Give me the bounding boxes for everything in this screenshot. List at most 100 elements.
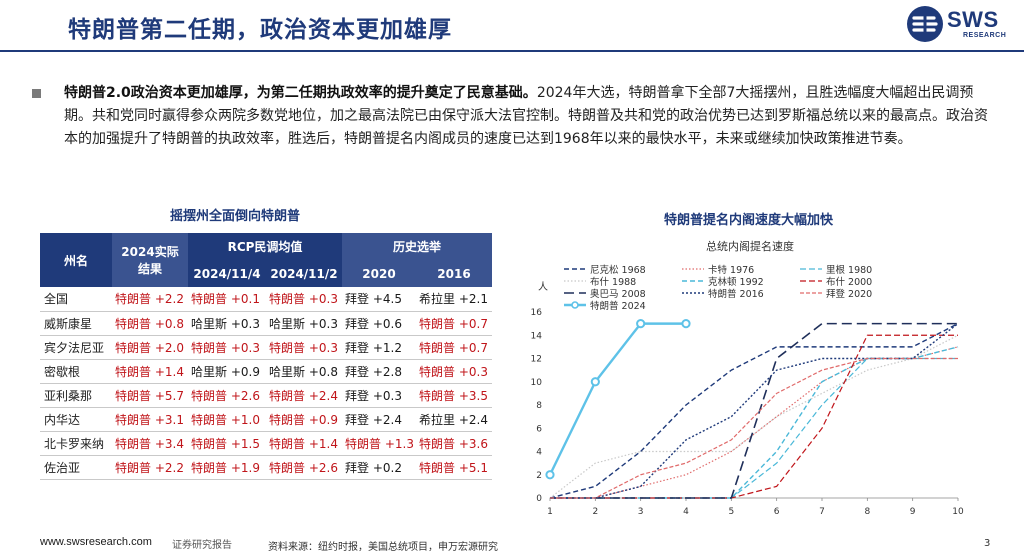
- table-row: 全国 特朗普 +2.2 特朗普 +0.1 特朗普 +0.3 拜登 +4.5 希拉里 +2.…: [40, 287, 492, 312]
- title-bar: 特朗普第二任期，政治资本更加雄厚 SWS RESEARCH: [0, 0, 1024, 52]
- cell-r2: 特朗普 +1.4: [266, 431, 342, 456]
- cell-state: 宾夕法尼亚: [40, 335, 112, 360]
- legend-label: 尼克松 1968: [590, 264, 646, 276]
- cell-h20: 拜登 +0.2: [342, 455, 416, 480]
- cell-r1: 特朗普 +1.0: [188, 407, 266, 432]
- table-row: 佐治亚 特朗普 +2.2 特朗普 +1.9 特朗普 +2.6 拜登 +0.2 特朗普 +5…: [40, 455, 492, 480]
- cell-result: 特朗普 +3.1: [112, 407, 188, 432]
- cell-h16: 希拉里 +2.4: [416, 407, 492, 432]
- cell-h20: 拜登 +0.3: [342, 383, 416, 408]
- table-header-row-1: 州名 2024实际 结果 RCP民调均值 历史选举: [40, 233, 492, 287]
- y-tick-label: 10: [531, 378, 543, 388]
- cell-r1: 特朗普 +1.9: [188, 455, 266, 480]
- legend-label: 里根 1980: [826, 264, 872, 276]
- series-line: [549, 323, 959, 499]
- cell-r1: 特朗普 +0.3: [188, 335, 266, 360]
- x-tick-label: 7: [819, 507, 825, 517]
- x-tick-label: 9: [910, 507, 916, 517]
- cell-h20: 拜登 +1.2: [342, 335, 416, 360]
- cell-r1: 特朗普 +2.6: [188, 383, 266, 408]
- header-hist-2016: 2016: [416, 260, 492, 287]
- page-number: 3: [984, 538, 991, 549]
- swing-state-table: 州名 2024实际 结果 RCP民调均值 历史选举 2024/11/4 2024/…: [40, 233, 492, 480]
- cell-r1: 哈里斯 +0.3: [188, 311, 266, 336]
- cell-r1: 特朗普 +1.5: [188, 431, 266, 456]
- cell-state: 佐治亚: [40, 455, 112, 480]
- logo-name: SWS: [947, 7, 999, 32]
- page-title: 特朗普第二任期，政治资本更加雄厚: [68, 16, 452, 43]
- cell-r2: 特朗普 +0.3: [266, 287, 342, 312]
- x-tick-label: 5: [728, 507, 734, 517]
- table-row: 亚利桑那 特朗普 +5.7 特朗普 +2.6 特朗普 +2.4 拜登 +0.3 特朗普 +…: [40, 383, 492, 408]
- header-result: 2024实际 结果: [112, 233, 188, 287]
- cell-result: 特朗普 +2.2: [112, 455, 188, 480]
- chart-title: 特朗普提名内阁速度大幅加快: [664, 213, 834, 228]
- series-line: [550, 357, 958, 499]
- chart-subtitle: 总统内阁提名速度: [706, 239, 794, 253]
- cell-h16: 特朗普 +3.6: [416, 431, 492, 456]
- cell-h16: 特朗普 +0.7: [416, 311, 492, 336]
- footer-url[interactable]: www.swsresearch.com: [40, 536, 152, 548]
- cell-r2: 特朗普 +2.4: [266, 383, 342, 408]
- legend-label: 奥巴马 2008: [590, 288, 646, 300]
- cell-state: 内华达: [40, 407, 112, 432]
- y-tick-label: 0: [536, 494, 542, 504]
- series-point: [590, 377, 600, 387]
- series-point: [636, 319, 646, 329]
- cell-h16: 特朗普 +0.3: [416, 359, 492, 384]
- x-tick-label: 8: [864, 507, 870, 517]
- cell-state: 北卡罗来纳: [40, 431, 112, 456]
- intro-body: 2024年大选，特朗普拿下全部7大摇摆州，且胜选幅度大幅超出民调预期。共和党同时…: [64, 85, 988, 147]
- intro-paragraph: 特朗普2.0政治资本更加雄厚，为第二任期执政效率的提升奠定了民意基础。2024年…: [64, 82, 994, 151]
- bullet-square-icon: [32, 89, 41, 98]
- cell-result: 特朗普 +1.4: [112, 359, 188, 384]
- footer-source: 资料来源：纽约时报，美国总统项目，申万宏源研究: [268, 542, 498, 553]
- footer-report-label: 证券研究报告: [172, 540, 232, 551]
- table-row: 密歇根 特朗普 +1.4 哈里斯 +0.9 哈里斯 +0.8 拜登 +2.8 特朗普 +0…: [40, 359, 492, 384]
- intro-bold: 特朗普2.0政治资本更加雄厚，为第二任期执政效率的提升奠定了民意基础。: [64, 85, 537, 101]
- cell-state: 威斯康星: [40, 311, 112, 336]
- series-point: [681, 319, 691, 329]
- cell-result: 特朗普 +2.2: [112, 287, 188, 312]
- header-state: 州名: [40, 233, 112, 287]
- x-tick-label: 6: [774, 507, 780, 517]
- header-rcp-date2: 2024/11/2: [266, 260, 342, 287]
- title-divider: [0, 50, 1024, 52]
- y-tick-label: 6: [536, 424, 542, 434]
- x-tick-label: 10: [952, 507, 964, 517]
- cell-r1: 特朗普 +0.1: [188, 287, 266, 312]
- series-line: [550, 357, 958, 499]
- cell-r2: 特朗普 +0.9: [266, 407, 342, 432]
- cell-h16: 希拉里 +2.1: [416, 287, 492, 312]
- cell-h20: 拜登 +2.4: [342, 407, 416, 432]
- x-tick-label: 1: [547, 507, 553, 517]
- series-line: [550, 322, 958, 499]
- y-tick-label: 16: [531, 308, 543, 318]
- cell-state: 密歇根: [40, 359, 112, 384]
- table-row: 威斯康星 特朗普 +0.8 哈里斯 +0.3 哈里斯 +0.3 拜登 +0.6 特朗普 +…: [40, 311, 492, 336]
- cell-result: 特朗普 +0.8: [112, 311, 188, 336]
- header-rcp: RCP民调均值: [188, 233, 342, 260]
- series-line: [550, 323, 959, 499]
- y-tick-label: 14: [531, 331, 543, 341]
- header-result-line1: 2024实际: [121, 245, 179, 259]
- cell-h16: 特朗普 +5.1: [416, 455, 492, 480]
- header-history: 历史选举: [342, 233, 492, 260]
- cell-r2: 特朗普 +0.3: [266, 335, 342, 360]
- cell-result: 特朗普 +2.0: [112, 335, 188, 360]
- cell-r2: 哈里斯 +0.3: [266, 311, 342, 336]
- cell-r2: 哈里斯 +0.8: [266, 359, 342, 384]
- legend-label: 特朗普 2016: [708, 288, 764, 300]
- x-tick-label: 3: [638, 507, 644, 517]
- cell-result: 特朗普 +3.4: [112, 431, 188, 456]
- series-point: [545, 470, 555, 480]
- legend-marker: [571, 301, 579, 309]
- cell-h16: 特朗普 +3.5: [416, 383, 492, 408]
- legend-label: 卡特 1976: [708, 264, 754, 276]
- cell-state: 亚利桑那: [40, 383, 112, 408]
- cell-h20: 拜登 +0.6: [342, 311, 416, 336]
- cell-h20: 特朗普 +1.3: [342, 431, 416, 456]
- cell-state: 全国: [40, 287, 112, 312]
- legend-label: 特朗普 2024: [590, 300, 646, 312]
